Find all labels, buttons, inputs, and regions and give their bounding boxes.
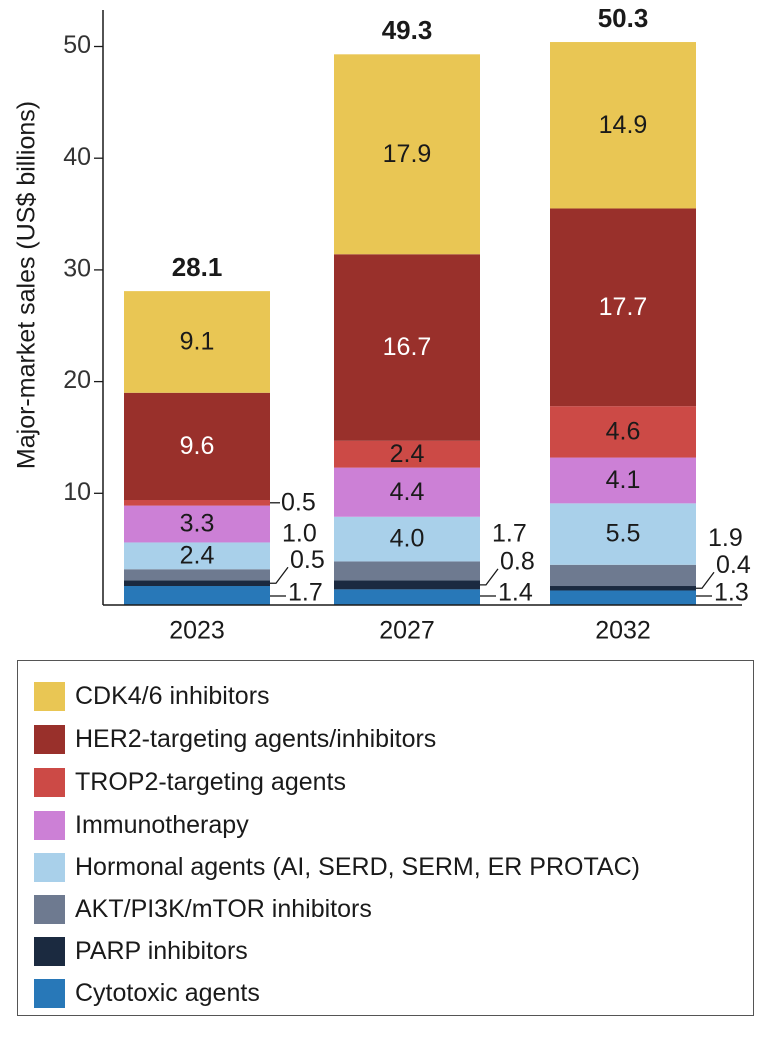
callout-line xyxy=(696,571,715,589)
x-tick-label: 2027 xyxy=(379,617,435,645)
bar-segment xyxy=(550,406,696,458)
segment-value-label: 17.7 xyxy=(599,293,648,321)
legend-label: Hormonal agents (AI, SERD, SERM, ER PROT… xyxy=(75,852,640,881)
bar-segment xyxy=(124,580,270,587)
legend-item: Cytotoxic agents xyxy=(34,978,260,1008)
bar-segment xyxy=(550,586,696,591)
callout-line xyxy=(270,566,289,584)
bar-segment xyxy=(124,586,270,605)
bar-segment xyxy=(124,291,270,393)
segment-value-label: 2.4 xyxy=(180,541,215,569)
bar-segment xyxy=(334,440,480,468)
bar-segment xyxy=(550,503,696,565)
segment-value-label: 3.3 xyxy=(180,510,215,538)
legend-swatch xyxy=(34,767,65,797)
callout-value-label: 0.5 xyxy=(281,488,316,516)
segment-value-label: 17.9 xyxy=(383,140,432,168)
callout-value-label: 0.5 xyxy=(290,546,325,574)
legend-item: AKT/PI3K/mTOR inhibitors xyxy=(34,894,372,924)
callout-line xyxy=(480,568,499,586)
bar-segment xyxy=(124,569,270,581)
segment-value-label: 9.6 xyxy=(180,432,215,460)
bar-segment xyxy=(334,467,480,517)
legend-swatch xyxy=(34,810,65,840)
bar-segment xyxy=(550,564,696,587)
callout-value-label: 0.4 xyxy=(716,551,751,579)
bar-segment xyxy=(124,505,270,543)
legend-item: Immunotherapy xyxy=(34,810,249,840)
segment-value-label: 14.9 xyxy=(599,111,648,139)
legend-item: HER2-targeting agents/inhibitors xyxy=(34,724,436,754)
bar-segment xyxy=(550,457,696,504)
y-tick-label: 10 xyxy=(63,478,91,506)
legend-item: Hormonal agents (AI, SERD, SERM, ER PROT… xyxy=(34,852,640,882)
legend-item: CDK4/6 inhibitors xyxy=(34,681,270,711)
y-tick-label: 20 xyxy=(63,366,91,394)
legend-swatch xyxy=(34,936,65,966)
callout-value-label: 1.3 xyxy=(714,579,749,607)
bar-segment xyxy=(334,516,480,562)
callout-value-label: 1.7 xyxy=(492,520,527,548)
legend-label: CDK4/6 inhibitors xyxy=(75,681,270,710)
legend-label: PARP inhibitors xyxy=(75,936,248,965)
legend-label: HER2-targeting agents/inhibitors xyxy=(75,724,437,753)
segment-value-label: 5.5 xyxy=(606,520,641,548)
stacked-bar-chart: 2.4 4.0 5.5 3.3 4.4 4.1 2.4 4.6 9.6 16.7 17.7 9.1 17… xyxy=(13,3,751,645)
y-tick-label: 50 xyxy=(63,31,91,59)
legend-item: PARP inhibitors xyxy=(34,936,248,966)
legend-swatch xyxy=(34,681,65,711)
bar-segment xyxy=(550,42,696,209)
legend-label: Immunotherapy xyxy=(75,810,249,839)
bar-segment xyxy=(334,254,480,441)
bar-segment xyxy=(334,54,480,255)
bar-segment xyxy=(550,208,696,407)
legend-swatch xyxy=(34,894,65,924)
bar-total-label: 28.1 xyxy=(172,252,223,282)
legend-label: TROP2-targeting agents xyxy=(75,767,346,796)
legend-label: AKT/PI3K/mTOR inhibitors xyxy=(75,894,372,923)
callout-value-label: 0.8 xyxy=(500,548,535,576)
bar-total-label: 49.3 xyxy=(382,15,433,45)
bar-segment xyxy=(124,500,270,506)
legend-item: TROP2-targeting agents xyxy=(34,767,346,797)
segment-value-label: 16.7 xyxy=(383,333,432,361)
legend-swatch xyxy=(34,724,65,754)
segment-value-label: 4.0 xyxy=(390,525,425,553)
bar-segment xyxy=(124,392,270,501)
segment-value-label: 4.4 xyxy=(390,478,425,506)
x-tick-label: 2023 xyxy=(169,617,225,645)
legend-swatch xyxy=(34,978,65,1008)
legend-label: Cytotoxic agents xyxy=(75,978,260,1007)
callout-value-label: 1.4 xyxy=(498,579,533,607)
bar-segment xyxy=(334,561,480,581)
bar-segment xyxy=(550,590,696,605)
callout-value-label: 1.7 xyxy=(288,579,323,607)
bar-segment xyxy=(124,542,270,570)
bar-total-label: 50.3 xyxy=(598,3,649,33)
x-tick-label: 2032 xyxy=(595,617,651,645)
callout-value-label: 1.9 xyxy=(708,524,743,552)
bar-segment xyxy=(334,580,480,590)
segment-value-label: 4.1 xyxy=(606,466,641,494)
legend: CDK4/6 inhibitors HER2-targeting agents/… xyxy=(17,660,754,1016)
legend-swatch xyxy=(34,852,65,882)
bar-segment xyxy=(334,589,480,605)
segment-value-label: 9.1 xyxy=(180,328,215,356)
segment-value-label: 4.6 xyxy=(606,417,641,445)
callout-value-label: 1.0 xyxy=(282,519,317,547)
y-tick-label: 30 xyxy=(63,255,91,283)
segment-value-label: 2.4 xyxy=(390,440,425,468)
y-axis-title: Major-market sales (US$ billions) xyxy=(13,101,41,469)
y-tick-label: 40 xyxy=(63,143,91,171)
